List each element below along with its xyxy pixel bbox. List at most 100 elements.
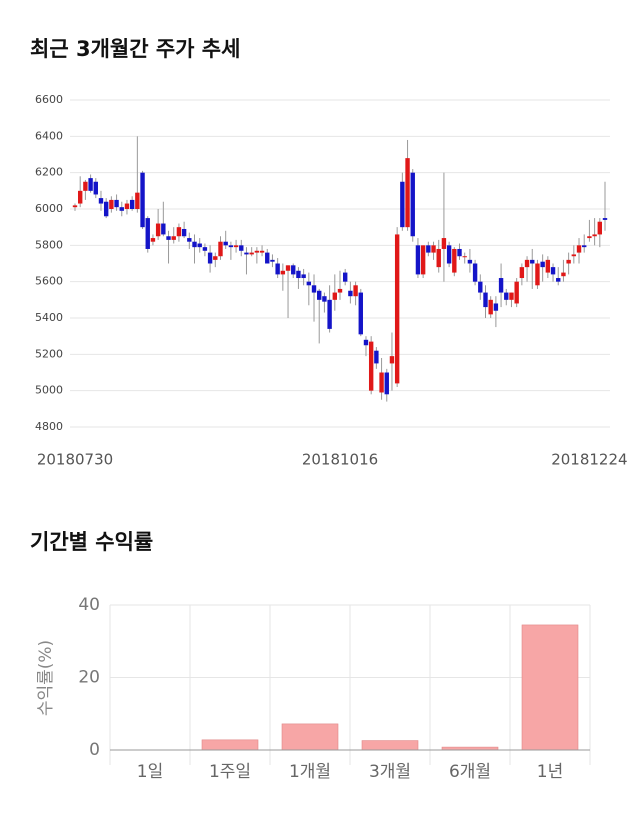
x-tick-label: 3개월 — [369, 762, 411, 782]
candle-body — [389, 356, 395, 364]
candle-body — [145, 218, 150, 249]
candle-body — [317, 290, 322, 300]
candle-body — [457, 248, 462, 257]
candle-body — [519, 267, 525, 279]
candle-body — [192, 241, 197, 248]
candle-body — [72, 205, 78, 208]
candle-body — [478, 281, 483, 293]
candle-body — [576, 245, 582, 253]
candle-body — [275, 263, 280, 275]
candle-body — [540, 261, 545, 268]
candle-body — [587, 236, 592, 239]
candle-body — [207, 252, 213, 264]
candle-body — [213, 256, 218, 260]
candle-body — [140, 172, 145, 228]
candle-body — [285, 265, 291, 271]
candle-body — [446, 245, 452, 264]
candle-body — [353, 285, 358, 297]
candle-body — [233, 245, 239, 248]
candle-body — [405, 158, 410, 228]
candle-body — [77, 190, 83, 204]
candle-body — [566, 259, 571, 264]
y-tick-label: 40 — [78, 595, 100, 615]
y-tick-label: 4800 — [35, 420, 63, 433]
x-tick-label: 1개월 — [289, 762, 331, 782]
y-tick-label: 5400 — [35, 311, 63, 324]
candle-body — [327, 299, 332, 329]
candle-body — [83, 181, 88, 191]
x-tick-label: 1주일 — [209, 762, 251, 782]
candle-body — [582, 245, 587, 248]
candle-body — [400, 181, 405, 228]
y-tick-label: 5800 — [35, 238, 63, 251]
candle-body — [239, 245, 244, 251]
candle-body — [114, 199, 119, 208]
candle-body — [176, 227, 182, 237]
candle-body — [550, 267, 556, 275]
candle-body — [379, 372, 384, 393]
chart-title: 최근 3개월간 주가 추세 — [30, 37, 240, 61]
y-tick-label: 5000 — [35, 384, 63, 397]
candle-body — [420, 245, 426, 275]
candle-body — [296, 270, 301, 279]
candle-body — [415, 245, 421, 275]
candle-body — [322, 296, 327, 302]
candle-body — [161, 223, 166, 235]
y-tick-label: 6200 — [35, 166, 63, 179]
candle-body — [571, 254, 577, 257]
candle-body — [249, 252, 254, 255]
candle-body — [171, 236, 176, 240]
candle-body — [254, 250, 260, 253]
candle-body — [467, 259, 473, 264]
candle-body — [181, 228, 187, 237]
y-tick-label: 0 — [89, 740, 100, 760]
candle-body — [441, 238, 447, 249]
candle-body — [426, 245, 431, 253]
candle-body — [202, 247, 208, 251]
candle-body — [368, 341, 374, 391]
candle-body — [265, 252, 270, 264]
candle-body — [109, 199, 114, 209]
candle-body — [166, 236, 171, 240]
candle-body — [291, 265, 296, 275]
x-tick-label: 20180730 — [37, 451, 113, 469]
candle-body — [524, 259, 530, 268]
bar — [361, 740, 419, 751]
y-tick-label: 6400 — [35, 129, 63, 142]
candle-body — [472, 263, 478, 282]
candle-body — [410, 172, 415, 237]
x-tick-label: 1일 — [137, 762, 163, 782]
candle-body — [602, 218, 608, 220]
x-tick-label: 6개월 — [449, 762, 491, 782]
candle-body — [348, 290, 353, 297]
candle-body — [493, 303, 499, 311]
candle-body — [244, 252, 249, 255]
y-tick-label: 5200 — [35, 347, 63, 360]
y-tick-label: 5600 — [35, 275, 63, 288]
candle-body — [135, 192, 140, 209]
candle-body — [98, 198, 104, 204]
x-tick-label: 20181224 — [551, 451, 627, 469]
candle-body — [270, 259, 275, 262]
candle-body — [301, 274, 306, 279]
candle-body — [483, 292, 488, 308]
bar — [281, 723, 339, 751]
candle-body — [509, 292, 514, 300]
candle-body — [187, 238, 192, 242]
candle-body — [514, 281, 519, 304]
candle-body — [150, 238, 156, 242]
candle-body — [363, 339, 369, 346]
candle-body — [103, 201, 109, 217]
candle-body — [530, 259, 535, 264]
candle-body — [124, 203, 130, 209]
candle-body — [342, 272, 348, 282]
candle-body — [556, 278, 561, 282]
candle-body — [129, 199, 135, 209]
candle-body — [504, 292, 509, 300]
candle-body — [384, 372, 389, 395]
candle-body — [358, 292, 363, 335]
candle-body — [374, 350, 379, 364]
candle-body — [332, 292, 338, 300]
candle-body — [452, 248, 457, 273]
y-axis-label: 수익률(%) — [36, 640, 56, 716]
